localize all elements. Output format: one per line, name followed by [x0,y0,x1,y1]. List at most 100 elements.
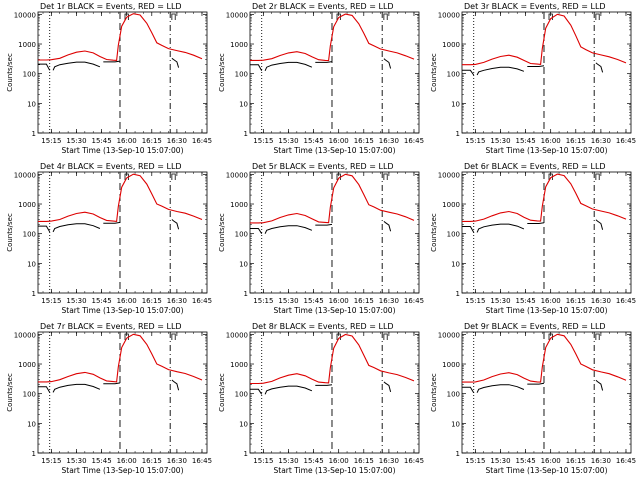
x-axis-label: Start Time (13-Sep-10 15:07:00) [486,466,608,475]
lld-series-line [38,333,203,383]
lld-series-line [38,13,203,61]
events-series-line [476,223,525,233]
interval-flag [383,333,388,340]
panel-4: 1 10 100 1000 10000 15:15 15:30 15:45 16:00 16:15… [6,162,212,315]
y-tick-label: 10 [451,100,460,108]
panel-title: Det 3r BLACK = Events, RED = LLD [464,2,606,11]
interval-flag [171,173,176,180]
events-series-line [315,223,333,226]
x-axis-label: Start Time (13-Sep-10 15:07:00) [62,466,184,475]
x-tick-label: 15:45 [515,457,535,465]
x-tick-label: 16:15 [354,457,374,465]
panel-2: 1 10 100 1000 10000 15:15 15:30 15:45 16:00 16:15… [218,2,424,155]
events-series-line [462,226,475,233]
panel-3: 1 10 100 1000 10000 15:15 15:30 15:45 16:00 16:15… [430,2,636,155]
y-tick-label: 1 [244,130,248,138]
lld-series-line [250,173,415,224]
y-tick-label: 1000 [18,201,36,209]
x-tick-label: 16:15 [142,297,162,305]
x-tick-label: 16:30 [167,457,187,465]
events-series-line [38,225,51,233]
x-tick-label: 15:45 [303,457,323,465]
x-tick-label: 15:45 [91,457,111,465]
y-tick-label: 10 [239,420,248,428]
x-tick-label: 16:15 [142,457,162,465]
x-tick-label: 16:00 [329,457,349,465]
y-axis-label: Counts/sec [430,373,438,412]
plot-frame [249,171,420,294]
x-tick-label: 16:00 [329,137,349,145]
y-tick-label: 10000 [438,331,460,339]
events-series-line [383,381,392,393]
y-axis-label: Counts/sec [6,213,14,252]
x-tick-label: 15:45 [91,297,111,305]
events-series-line [527,65,545,67]
plot-frame [461,331,632,454]
x-tick-label: 16:45 [404,457,424,465]
events-series-line [383,58,392,69]
events-series-line [52,223,101,233]
plot-frame [37,11,208,134]
x-axis-label: Start Time (13-Sep-10 15:07:00) [62,146,184,155]
panel-7: 1 10 100 1000 10000 15:15 15:30 15:45 16:00 16:15… [6,322,212,475]
y-tick-label: 1 [456,450,460,458]
y-tick-label: 10000 [226,11,248,19]
x-tick-label: 16:30 [591,297,611,305]
panel-title: Det 7r BLACK = Events, RED = LLD [40,322,182,331]
x-axis-label: Start Time (13-Sep-10 15:07:00) [62,306,184,315]
y-tick-label: 1000 [230,201,248,209]
x-axis-label: Start Time (13-Sep-10 15:07:00) [274,466,396,475]
x-axis-label: Start Time (13-Sep-10 15:07:00) [486,306,608,315]
interval-flag [595,333,600,340]
x-tick-label: 16:15 [566,137,586,145]
x-tick-label: 15:30 [278,137,298,145]
y-tick-label: 10000 [14,331,36,339]
x-tick-label: 16:45 [404,297,424,305]
y-tick-label: 10 [239,100,248,108]
x-tick-label: 16:30 [591,457,611,465]
y-tick-label: 100 [235,391,248,399]
events-series-line [250,388,263,395]
x-axis-label: Start Time (13-Sep-10 15:07:00) [486,146,608,155]
y-tick-label: 10 [27,260,36,268]
events-series-line [250,228,263,234]
x-tick-label: 16:45 [192,457,212,465]
x-tick-label: 15:15 [465,457,485,465]
lld-series-line [462,333,627,383]
y-axis-label: Counts/sec [6,373,14,412]
y-tick-label: 100 [23,231,36,239]
x-tick-label: 16:15 [354,137,374,145]
panel-title: Det 8r BLACK = Events, RED = LLD [252,322,394,331]
plot-frame [461,171,632,294]
x-tick-label: 15:45 [303,137,323,145]
plot-frame [37,331,208,454]
x-tick-label: 16:00 [329,297,349,305]
lld-series-line [250,13,415,62]
y-tick-label: 10000 [226,331,248,339]
interval-flag [171,13,176,20]
y-tick-label: 100 [23,71,36,79]
x-tick-label: 16:45 [616,297,636,305]
events-series-line [38,63,51,71]
events-series-line [171,219,180,230]
events-series-line [264,61,313,72]
events-series-line [315,61,333,63]
x-tick-label: 15:30 [490,297,510,305]
y-tick-label: 100 [235,231,248,239]
interval-flag [124,13,129,20]
y-axis-label: Counts/sec [218,213,226,252]
y-tick-label: 1 [32,130,36,138]
x-tick-label: 16:45 [192,137,212,145]
events-series-line [462,69,475,76]
lld-series-line [38,173,203,222]
panel-title: Det 6r BLACK = Events, RED = LLD [464,162,606,171]
events-series-line [38,386,51,393]
x-tick-label: 16:30 [379,297,399,305]
events-series-line [315,384,333,386]
y-tick-label: 10 [239,260,248,268]
x-tick-label: 16:00 [117,297,137,305]
y-tick-label: 1000 [18,361,36,369]
y-tick-label: 1000 [18,41,36,49]
x-tick-label: 16:15 [142,137,162,145]
plot-frame [461,11,632,134]
